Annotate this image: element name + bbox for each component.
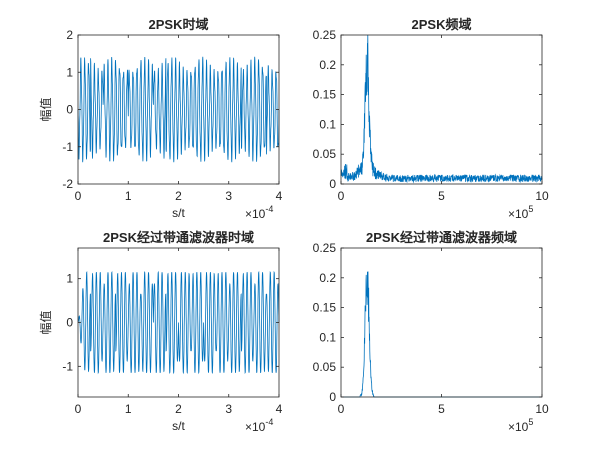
plot-area — [341, 248, 542, 397]
x-tick-label: 0 — [75, 402, 82, 416]
y-tick-label: 0.1 — [319, 330, 336, 344]
y-tick-label: 0.2 — [319, 271, 336, 285]
series-line — [77, 56, 280, 163]
x-tick-label: 0 — [338, 189, 345, 203]
x-tick-label: 10 — [535, 402, 549, 416]
x-tick-label: 2 — [175, 402, 182, 416]
subplot-3: 0 1 2 3 4 -1 0 1 2PSK经过带通滤波器时域 s/t 幅值 ×10-4 — [38, 230, 283, 434]
y-axis-label: 幅值 — [38, 310, 53, 334]
x-axis-multiplier: ×10-4 — [245, 417, 273, 434]
x-multiplier-base: ×10 — [245, 420, 266, 434]
y-tick-label: 0 — [66, 103, 73, 117]
y-tick-label: -2 — [62, 177, 73, 191]
x-multiplier-exponent: 5 — [528, 417, 533, 427]
y-tick-label: 0.2 — [319, 58, 336, 72]
x-axis-label: s/t — [172, 419, 185, 433]
x-tick-label: 3 — [225, 189, 232, 203]
y-tick-label: 0.25 — [313, 28, 337, 42]
chart-title: 2PSK时域 — [149, 17, 209, 32]
series-line — [77, 270, 280, 375]
x-multiplier-base: ×10 — [508, 207, 529, 221]
y-tick-label: -1 — [62, 359, 73, 373]
plot-area — [341, 35, 542, 184]
x-multiplier-base: ×10 — [508, 420, 529, 434]
y-tick-label: 0.15 — [313, 88, 337, 102]
y-tick-label: -1 — [62, 140, 73, 154]
x-tick-label: 1 — [125, 189, 132, 203]
y-tick-label: 0.15 — [313, 301, 337, 315]
x-tick-label: 4 — [276, 189, 283, 203]
x-multiplier-exponent: -4 — [265, 417, 273, 427]
subplot-1: 0 1 2 3 4 -2 -1 0 1 2 2PSK时域 s/t 幅值 ×10-4 — [38, 17, 283, 221]
chart-title: 2PSK经过带通滤波器时域 — [103, 230, 254, 245]
y-tick-label: 0 — [329, 390, 336, 404]
y-tick-label: 2 — [66, 28, 73, 42]
x-tick-label: 4 — [276, 402, 283, 416]
x-tick-label: 10 — [535, 189, 549, 203]
y-tick-label: 0.25 — [313, 241, 337, 255]
x-tick-label: 0 — [338, 402, 345, 416]
chart-title: 2PSK经过带通滤波器频域 — [366, 230, 517, 245]
y-tick-label: 0.05 — [313, 360, 337, 374]
y-tick-label: 0.1 — [319, 117, 336, 131]
x-multiplier-base: ×10 — [245, 207, 266, 221]
x-multiplier-exponent: 5 — [528, 204, 533, 214]
x-tick-label: 5 — [438, 189, 445, 203]
x-tick-label: 0 — [75, 189, 82, 203]
y-tick-label: 0 — [66, 316, 73, 330]
x-axis-multiplier: ×10-4 — [245, 204, 273, 221]
x-tick-label: 5 — [438, 402, 445, 416]
x-multiplier-exponent: -4 — [265, 204, 273, 214]
x-axis-multiplier: ×105 — [508, 417, 533, 434]
y-tick-label: 0 — [329, 177, 336, 191]
y-tick-label: 1 — [66, 65, 73, 79]
y-tick-label: 0.05 — [313, 147, 337, 161]
x-axis-label: s/t — [172, 206, 185, 220]
x-tick-label: 1 — [125, 402, 132, 416]
x-tick-label: 2 — [175, 189, 182, 203]
y-axis-label: 幅值 — [38, 97, 53, 121]
y-tick-label: 1 — [66, 272, 73, 286]
series-line — [340, 34, 543, 184]
x-axis-multiplier: ×105 — [508, 204, 533, 221]
chart-title: 2PSK频域 — [412, 17, 472, 32]
x-tick-label: 3 — [225, 402, 232, 416]
